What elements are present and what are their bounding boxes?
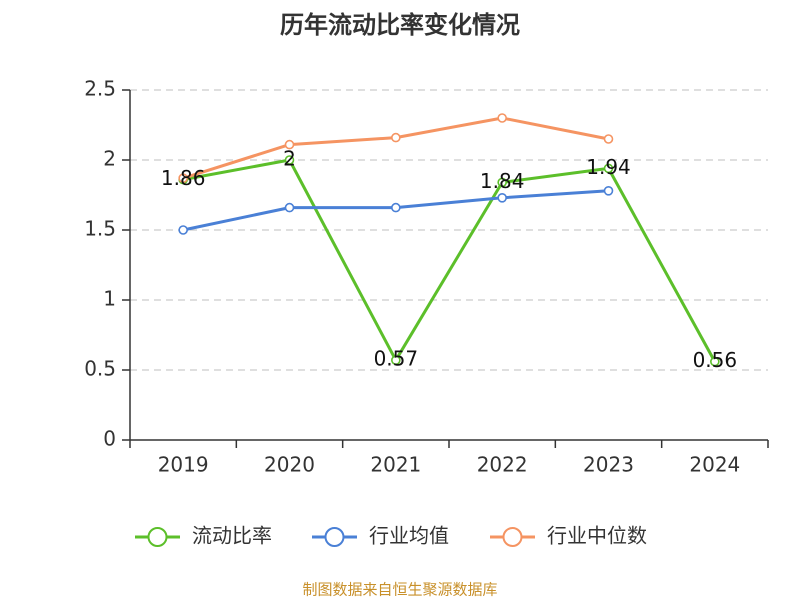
data-label: 1.86	[161, 166, 206, 190]
data-point[interactable]	[603, 134, 614, 144]
data-label: 2	[283, 147, 296, 171]
data-point[interactable]	[497, 193, 507, 203]
data-label: 0.57	[374, 347, 419, 371]
grid-layer	[130, 89, 768, 371]
data-point[interactable]	[178, 173, 188, 183]
chart-title: 历年流动比率变化情况	[280, 11, 520, 39]
data-label-layer: 1.86 2 0.57 1.84 1.94 0.56	[161, 147, 737, 373]
series-line-0	[181, 158, 717, 364]
y-tick-label: 2.5	[84, 77, 116, 101]
x-tick-label: 2023	[583, 453, 634, 477]
data-label: 1.94	[586, 155, 631, 179]
data-point[interactable]	[603, 163, 614, 174]
legend-label: 流动比率	[192, 524, 272, 548]
x-tick-label: 2021	[370, 453, 421, 477]
data-point[interactable]	[710, 356, 720, 367]
y-tick-label: 1	[103, 287, 116, 311]
legend-label: 行业中位数	[547, 524, 647, 548]
data-point[interactable]	[497, 177, 507, 188]
legend-marker-icon	[502, 527, 523, 547]
x-tick-label: 2024	[689, 453, 740, 477]
x-tick-label: 2019	[158, 453, 209, 477]
legend-marker-icon	[324, 527, 345, 547]
legend-item[interactable]: 流动比率	[135, 524, 272, 548]
data-point[interactable]	[391, 355, 401, 366]
data-point[interactable]	[391, 202, 401, 213]
data-label: 0.56	[693, 348, 738, 372]
data-point[interactable]	[497, 113, 507, 123]
legend-marker-icon	[147, 527, 168, 547]
y-tick-label: 0.5	[84, 357, 116, 381]
legend-item[interactable]: 行业均值	[312, 524, 449, 548]
data-point[interactable]	[284, 155, 295, 165]
y-tick-label: 2	[103, 147, 116, 171]
legend: 流动比率 行业均值 行业中位数	[135, 524, 647, 548]
data-point[interactable]	[603, 186, 614, 196]
axis-layer: 0 0.5 1 1.5 2 2.5 2019 2020 2021 2022 2023 2024	[84, 77, 769, 477]
series-layer	[178, 113, 720, 367]
x-tick-label: 2020	[264, 453, 315, 477]
y-tick-label: 1.5	[84, 217, 116, 241]
data-point[interactable]	[391, 132, 401, 143]
data-label: 1.84	[480, 169, 525, 193]
data-point[interactable]	[178, 225, 188, 235]
y-tick-label: 0	[103, 427, 116, 451]
legend-item[interactable]: 行业中位数	[490, 524, 647, 548]
x-tick-label: 2022	[477, 453, 528, 477]
data-point[interactable]	[284, 202, 295, 213]
source-note: 制图数据来自恒生聚源数据库	[302, 581, 497, 599]
legend-label: 行业均值	[369, 524, 449, 548]
data-point[interactable]	[284, 139, 295, 150]
